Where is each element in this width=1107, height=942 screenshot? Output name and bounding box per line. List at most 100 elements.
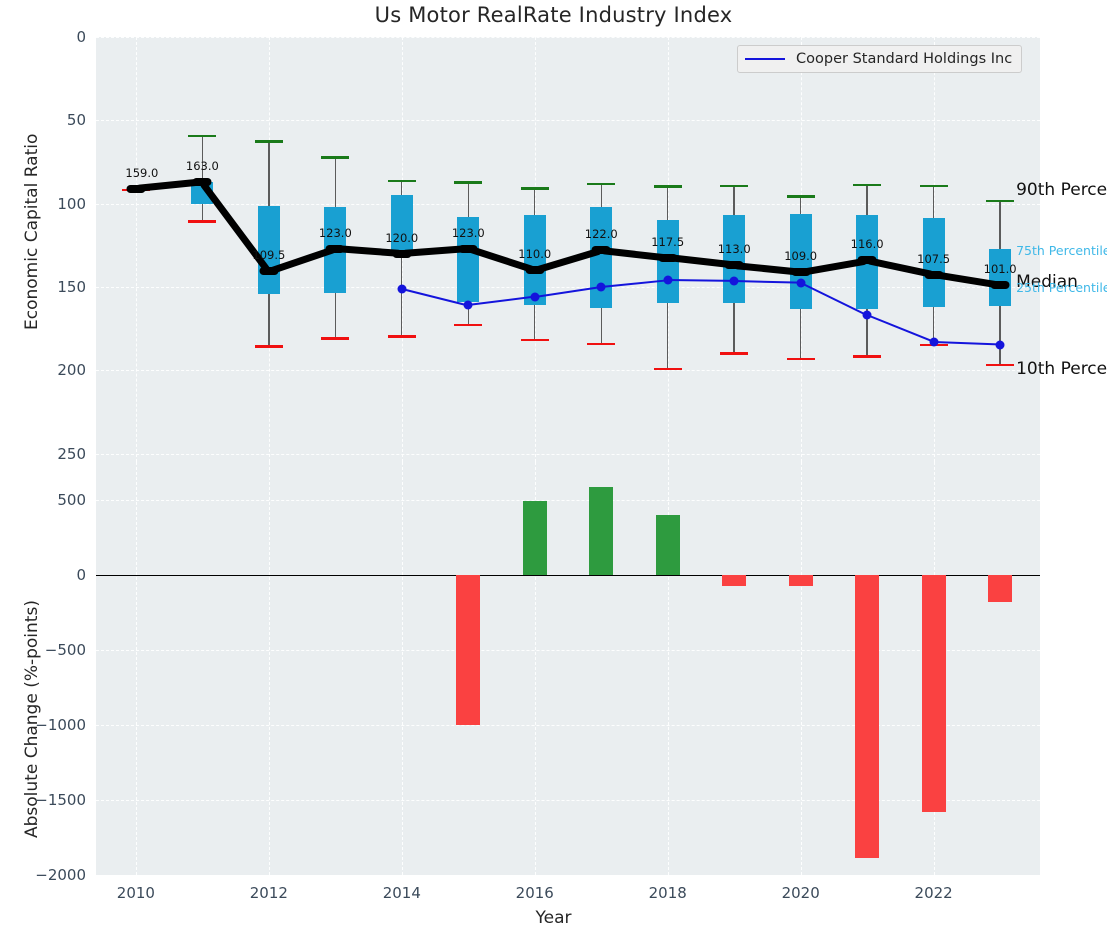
top-gridline-horizontal — [96, 453, 1040, 455]
boxplot-cap-90th — [587, 182, 616, 186]
top-y-tick-label: 100 — [57, 194, 86, 213]
change-bar — [921, 574, 946, 812]
median-value-label: 117.5 — [651, 234, 685, 249]
boxplot-box — [457, 217, 480, 302]
median-value-label: 109.5 — [252, 248, 286, 263]
boxplot-cap-10th — [986, 363, 1015, 367]
top-y-tick-label: 150 — [57, 278, 86, 296]
chart-title: Us Motor RealRate Industry Index — [374, 3, 733, 27]
median-marker — [857, 256, 877, 265]
boxplot-cap-10th — [653, 367, 682, 371]
top-gridline-horizontal — [96, 287, 1040, 288]
annotation-median: Median — [1016, 272, 1078, 293]
top-plot-area: 159.0 163.0 109.5 123.0 120.0 123.0 110.0 122.0… — [96, 37, 1040, 462]
boxplot-cap-90th — [919, 184, 948, 188]
x-tick-label: 2018 — [648, 884, 687, 902]
top-y-tick-label: 250 — [57, 444, 86, 463]
x-tick-label: 2016 — [515, 884, 554, 902]
top-y-tick-label: 0 — [76, 28, 86, 46]
top-y-tick-labels: 250 200 150 100 50 0 — [0, 0, 86, 942]
top-y-tick-label: 200 — [57, 361, 86, 380]
boxplot-cap-90th — [454, 181, 483, 184]
bottom-y-tick-label: −2000 — [35, 866, 86, 884]
annotation-10th-percentile: 10th Percentile — [1016, 358, 1107, 379]
bottom-y-tick-label: −500 — [44, 640, 86, 659]
bottom-plot-area — [96, 462, 1040, 876]
company-data-point — [397, 284, 407, 294]
bottom-y-tick-labels: 500 0 −500 −1000 −1500 −2000 — [0, 0, 86, 942]
boxplot-cap-10th — [188, 220, 217, 223]
bottom-gridline-vertical — [401, 462, 403, 875]
annotation-90th-percentile: 90th Percentile — [1016, 179, 1107, 200]
median-marker — [658, 253, 678, 262]
bottom-gridline-horizontal — [96, 875, 1040, 876]
bottom-gridline-vertical — [268, 462, 270, 875]
annotation-75th-percentile: 75th Percentile — [1016, 242, 1107, 258]
median-value-label: 163.0 — [185, 159, 219, 173]
legend[interactable]: Cooper Standard Holdings Inc — [737, 45, 1023, 73]
change-bar — [788, 574, 813, 586]
x-tick-label: 2020 — [781, 884, 820, 902]
bottom-y-tick-label: −1000 — [35, 715, 86, 734]
change-bar — [855, 574, 880, 859]
legend-line-swatch — [745, 58, 785, 60]
median-value-label: 109.0 — [784, 249, 818, 263]
company-data-point — [596, 282, 606, 292]
median-marker — [791, 268, 811, 276]
median-marker — [990, 281, 1010, 290]
company-data-point — [862, 310, 872, 320]
bottom-gridline-vertical — [135, 462, 137, 875]
boxplot-box — [989, 248, 1012, 307]
bottom-gridline-vertical — [800, 462, 802, 875]
boxplot-cap-10th — [786, 357, 815, 361]
x-axis-title: Year — [535, 908, 572, 928]
company-data-point — [929, 337, 939, 347]
boxplot-cap-90th — [720, 184, 749, 188]
boxplot-cap-90th — [321, 156, 350, 159]
median-value-label: 120.0 — [385, 230, 419, 245]
bottom-y-tick-label: −1500 — [35, 790, 86, 809]
bottom-y-tick-label: 500 — [57, 490, 86, 509]
legend-label-cooper-standard: Cooper Standard Holdings Inc — [796, 51, 1013, 67]
boxplot-box — [723, 215, 746, 303]
median-value-label: 123.0 — [318, 225, 352, 240]
boxplot-box — [590, 207, 613, 308]
top-y-tick-label: 50 — [66, 111, 86, 130]
median-marker — [458, 244, 478, 253]
median-marker — [724, 261, 744, 270]
boxplot-box — [523, 215, 546, 306]
median-marker — [591, 246, 611, 255]
boxplot-cap-10th — [387, 335, 416, 338]
median-value-label: 123.0 — [451, 225, 485, 240]
bottom-gridline-horizontal — [96, 799, 1040, 801]
bottom-gridline-vertical — [667, 462, 669, 875]
boxplot-cap-10th — [587, 342, 616, 346]
boxplot-cap-90th — [188, 134, 217, 138]
boxplot-cap-10th — [853, 355, 882, 358]
bottom-gridline-horizontal — [96, 724, 1040, 726]
bottom-gridline-vertical — [534, 462, 536, 875]
median-value-label: 113.0 — [717, 242, 751, 257]
company-data-point — [663, 275, 673, 285]
boxplot-box — [922, 217, 945, 307]
median-marker — [392, 249, 412, 258]
company-data-point — [729, 276, 739, 286]
top-gridline-horizontal — [96, 203, 1040, 205]
change-bar — [655, 515, 680, 575]
boxplot-cap-10th — [454, 323, 483, 327]
median-value-label: 122.0 — [584, 227, 618, 242]
company-line-segment — [866, 314, 935, 343]
company-data-point — [796, 278, 806, 288]
boxplot-box — [390, 195, 413, 255]
x-tick-label: 2012 — [249, 884, 288, 902]
top-gridline-vertical — [135, 37, 137, 462]
boxplot-whisker — [201, 134, 204, 221]
change-bar — [988, 574, 1013, 603]
boxplot-cap-90th — [653, 185, 682, 188]
top-gridline-horizontal — [96, 120, 1040, 122]
x-tick-label: 2010 — [116, 884, 155, 902]
top-gridline-horizontal — [96, 37, 1040, 38]
bottom-zero-line — [96, 574, 1040, 577]
median-marker — [325, 244, 345, 253]
